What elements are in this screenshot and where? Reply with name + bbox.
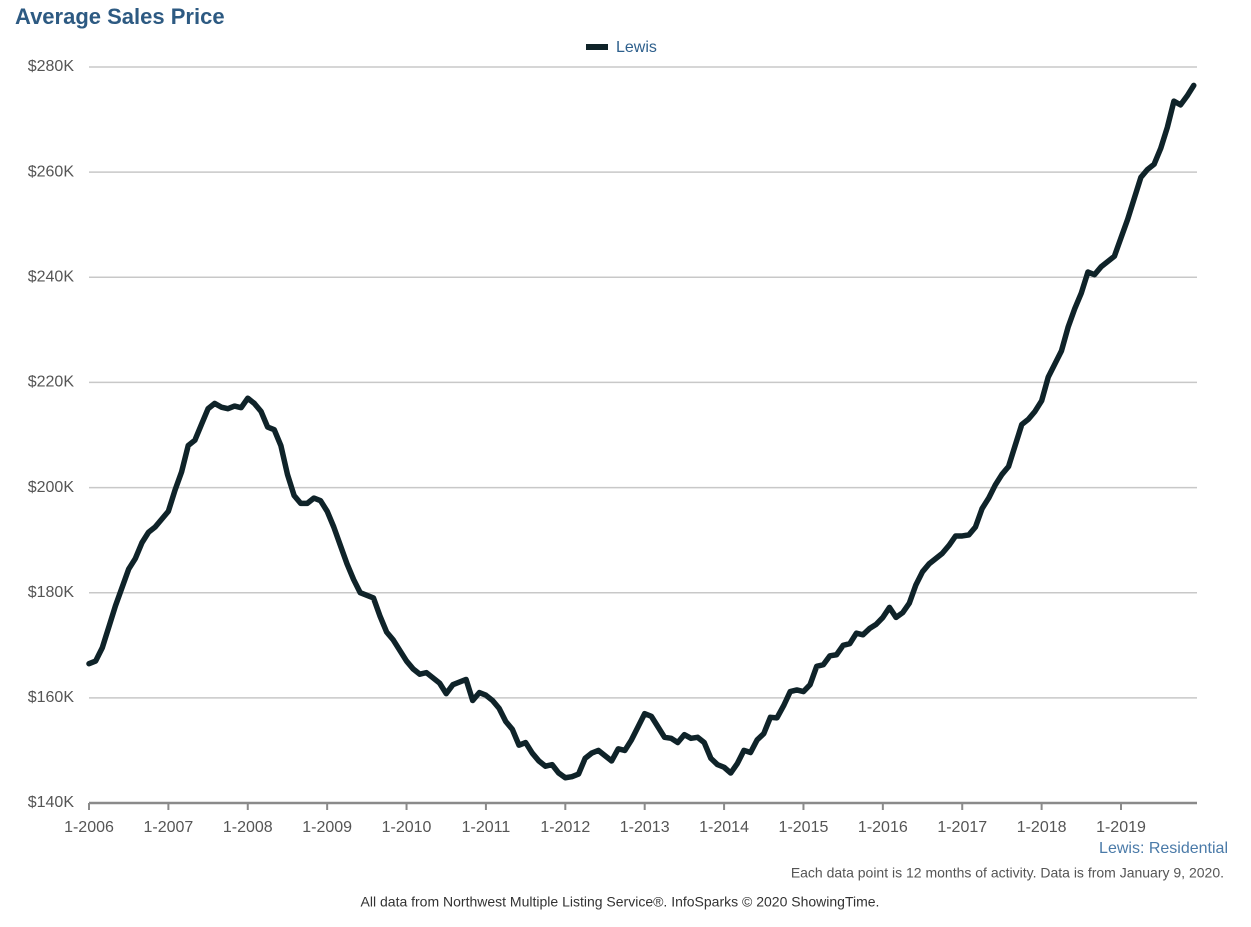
x-tick-label: 1-2008: [223, 819, 273, 836]
y-tick-label: $160K: [28, 689, 75, 706]
x-tick-label: 1-2007: [143, 819, 193, 836]
y-tick-label: $200K: [28, 479, 75, 496]
x-tick-label: 1-2011: [462, 819, 511, 836]
x-tick-label: 1-2012: [540, 819, 590, 836]
y-tick-label: $280K: [28, 58, 75, 75]
subtitle: Lewis: Residential: [1099, 840, 1228, 857]
note: Each data point is 12 months of activity…: [791, 865, 1224, 881]
y-tick-label: $180K: [28, 584, 75, 601]
y-tick-label: $140K: [28, 794, 75, 811]
x-tick-label: 1-2006: [64, 819, 114, 836]
source: All data from Northwest Multiple Listing…: [361, 894, 880, 910]
x-tick-label: 1-2017: [937, 819, 987, 836]
y-tick-label: $260K: [28, 163, 75, 180]
x-tick-label: 1-2016: [858, 819, 908, 836]
line: [86, 82, 1197, 781]
legend-label: Lewis: [616, 39, 657, 56]
x-tick-label: 1-2019: [1096, 819, 1146, 836]
y-tick-label: $240K: [28, 269, 75, 286]
x-tick-label: 1-2018: [1017, 819, 1067, 836]
y-tick-label: $220K: [28, 374, 75, 391]
x-tick-label: 1-2014: [699, 819, 749, 836]
x-tick-label: 1-2009: [302, 819, 352, 836]
chart-title: Average Sales Price: [15, 4, 225, 29]
x-tick-label: 1-2013: [620, 819, 670, 836]
x-tick-label: 1-2015: [779, 819, 829, 836]
x-tick-label: 1-2010: [382, 819, 432, 836]
